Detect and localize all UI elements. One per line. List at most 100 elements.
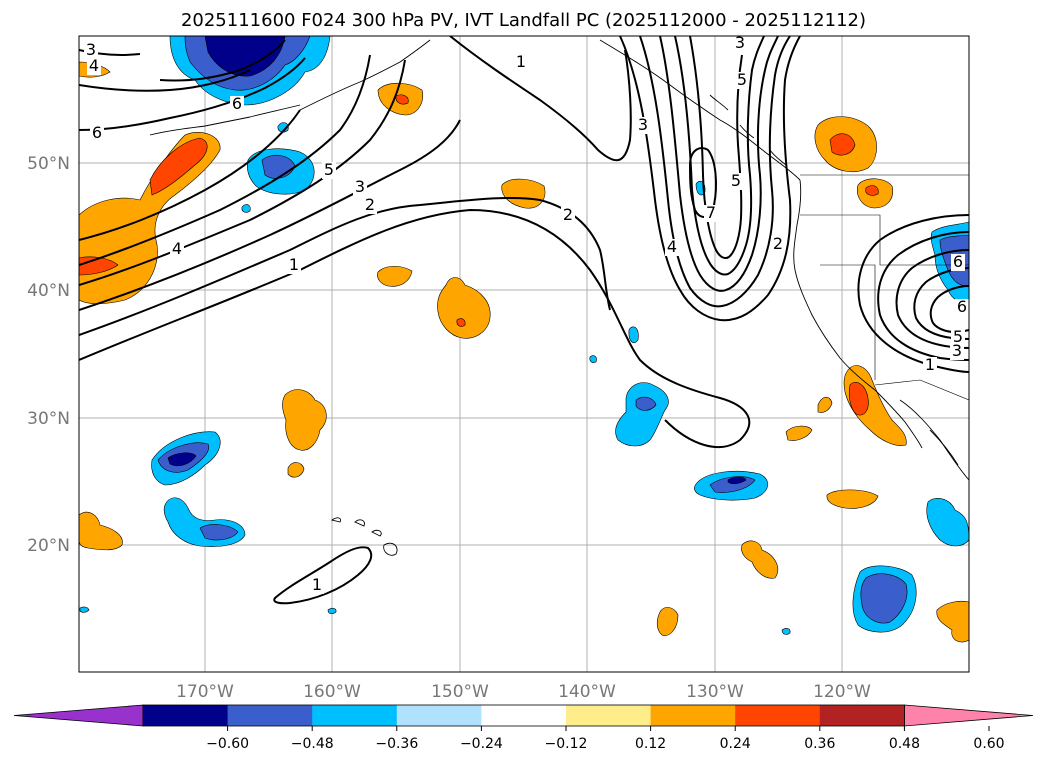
contour-label-bg bbox=[729, 173, 743, 190]
neg-blob-north-gulf-core bbox=[204, 36, 286, 77]
contour-label-bg bbox=[636, 117, 650, 134]
contour-label-bg bbox=[230, 96, 244, 113]
contour-label: 2 bbox=[773, 234, 783, 253]
neg-blob-coast-tiny bbox=[589, 355, 597, 363]
contour-label-bg bbox=[665, 239, 679, 256]
contour-west-1 bbox=[79, 208, 751, 449]
coast-aleutians bbox=[149, 104, 301, 136]
lon-label-120w: 120°W bbox=[813, 682, 871, 702]
contour-label: 1 bbox=[516, 52, 526, 71]
contour-label-bg bbox=[322, 162, 336, 179]
contour-jet-a bbox=[619, 36, 801, 322]
colorbar-extend-low bbox=[13, 704, 144, 727]
contour-central-1 bbox=[449, 36, 632, 162]
positive-anomaly-shading bbox=[79, 61, 969, 643]
colorbar-tick-label: −0.12 bbox=[545, 736, 588, 752]
contour-label-bg bbox=[951, 254, 965, 271]
contour-jet-d bbox=[674, 36, 765, 276]
contour-label-bg bbox=[735, 72, 749, 89]
contour-label: 7 bbox=[706, 203, 716, 222]
border-state-2 bbox=[820, 264, 876, 380]
contour-west-5 bbox=[79, 54, 371, 266]
pos-blob-hawaii-north bbox=[282, 389, 327, 451]
contour-label: 6 bbox=[92, 123, 102, 142]
colorbar-swatches bbox=[13, 704, 1034, 727]
contour-label: 4 bbox=[172, 239, 182, 258]
contour-label: 3 bbox=[638, 115, 648, 134]
colorbar-tick-label: −0.36 bbox=[375, 736, 418, 752]
lat-label-50n: 50°N bbox=[27, 154, 70, 174]
colorbar-extend-high bbox=[904, 704, 1034, 727]
neg-blob-sw2-mid bbox=[199, 524, 239, 541]
neg-blob-tiny-s2 bbox=[781, 628, 791, 635]
lon-label-150w: 150°W bbox=[431, 682, 489, 702]
contour-label: 4 bbox=[667, 237, 677, 256]
contour-west-4 bbox=[79, 59, 406, 286]
contour-cutoff-2 bbox=[877, 231, 969, 361]
contour-label-bg bbox=[733, 36, 747, 52]
coast-se-alaska bbox=[599, 39, 801, 181]
pos-blob-south1 bbox=[741, 540, 779, 579]
lat-label-40n: 40°N bbox=[27, 281, 70, 301]
map-frame bbox=[78, 35, 970, 673]
contour-jet-b bbox=[639, 36, 791, 308]
colorbar-swatch bbox=[819, 705, 905, 726]
lon-label-160w: 160°W bbox=[303, 682, 361, 702]
contour-west-6 bbox=[79, 109, 301, 241]
contour-label: 5 bbox=[737, 70, 747, 89]
neg-blob-coast1-mid bbox=[635, 396, 657, 411]
pos-blob-baja-small1 bbox=[817, 396, 833, 413]
contour-label-bg bbox=[955, 299, 969, 316]
lon-label-130w: 130°W bbox=[686, 682, 744, 702]
contour-label: 6 bbox=[953, 252, 963, 271]
lon-label-170w: 170°W bbox=[176, 682, 234, 702]
pos-blob-offshore2 bbox=[826, 489, 879, 509]
contour-label-bg bbox=[363, 197, 377, 214]
contour-south-1 bbox=[273, 546, 373, 605]
contour-label-bg bbox=[90, 125, 104, 142]
contour-nw-6 bbox=[79, 57, 306, 131]
contour-nw-5 bbox=[159, 39, 286, 82]
longitude-axis: 170°W 160°W 150°W 140°W 130°W 120°W bbox=[176, 682, 871, 702]
latitude-axis: 50°N 40°N 30°N 20°N bbox=[27, 154, 70, 556]
neg-blob-sw1-core bbox=[167, 452, 197, 467]
coastlines bbox=[149, 39, 969, 556]
coast-mexico bbox=[929, 429, 959, 466]
contour-label-bg bbox=[923, 357, 937, 374]
contour-label-bg bbox=[951, 329, 965, 346]
neg-blob-small-west bbox=[241, 204, 251, 213]
contour-label-bg bbox=[353, 179, 367, 196]
colorbar-tick-label: −0.48 bbox=[291, 736, 334, 752]
coast-bc-islands bbox=[709, 94, 787, 166]
neg-blob-central-core bbox=[727, 476, 747, 485]
neg-blob-tiny-s1 bbox=[327, 607, 337, 615]
coast-pnw bbox=[793, 179, 876, 391]
pos-blob-south2 bbox=[656, 607, 679, 636]
colorbar-outline bbox=[142, 704, 905, 727]
colorbar-swatch bbox=[227, 705, 313, 726]
contour-label-bg bbox=[771, 236, 785, 253]
contour-label: 5 bbox=[953, 327, 963, 346]
contour-label: 1 bbox=[925, 355, 935, 374]
neg-blob-coast-small bbox=[628, 326, 639, 343]
colorbar-swatch bbox=[143, 705, 229, 726]
coast-alaska-peninsula bbox=[299, 39, 431, 111]
pos-blob-offshore1 bbox=[785, 425, 813, 441]
colorbar-swatch bbox=[650, 705, 736, 726]
contour-label: 5 bbox=[731, 171, 741, 190]
contour-west-2 bbox=[79, 196, 611, 336]
colorbar-tick-label: 0.48 bbox=[889, 736, 920, 752]
contour-label-bg bbox=[704, 205, 718, 222]
pos-blob-midpacific-central-core bbox=[456, 318, 466, 327]
colorbar-tick-label: −0.24 bbox=[460, 736, 503, 752]
contour-cutoff-outer bbox=[857, 214, 969, 373]
contour-label-bg bbox=[287, 257, 301, 274]
colorbar-swatch bbox=[735, 705, 821, 726]
colorbar-swatch bbox=[481, 705, 567, 726]
contour-label: 3 bbox=[952, 341, 962, 360]
contour-jet-e bbox=[689, 36, 743, 259]
colorbar-tick-label: 0.60 bbox=[973, 736, 1004, 752]
pos-blob-west-edge bbox=[79, 511, 123, 551]
contour-west-3 bbox=[79, 119, 461, 311]
